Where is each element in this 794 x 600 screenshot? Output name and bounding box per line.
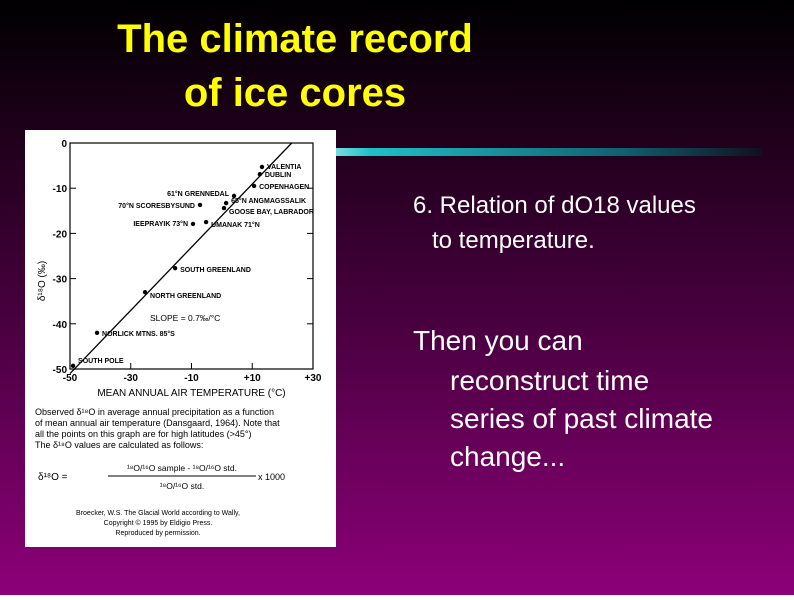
x-tick-label: -50 xyxy=(63,373,78,384)
bullet-text: Then you can xyxy=(413,325,583,356)
y-tick-label: -20 xyxy=(53,229,68,240)
point-label: IEEPRAYIK 73°N xyxy=(133,220,188,228)
y-tick-label: 0 xyxy=(61,139,67,150)
bullets: 6. Relation of dO18 values to temperature… xyxy=(413,192,713,472)
data-point xyxy=(94,330,100,336)
point-label: DUBLIN xyxy=(265,172,291,179)
point-label: COPENHAGEN xyxy=(259,184,309,191)
y-tick-label: -50 xyxy=(53,365,68,376)
data-point xyxy=(259,164,265,170)
bullet-text: to temperature. xyxy=(432,227,595,254)
data-point xyxy=(203,219,209,225)
formula-lhs: δ¹⁸O = xyxy=(38,472,68,483)
formula-numerator: ¹⁸O/¹⁶O sample - ¹⁸O/¹⁶O std. xyxy=(127,463,237,473)
slide-title: of ice cores xyxy=(184,71,406,115)
caption-line: all the points on this graph are for hig… xyxy=(35,429,251,439)
y-tick-label: -10 xyxy=(53,184,68,195)
figure-panel xyxy=(25,130,336,547)
point-label: SOUTH GREENLAND xyxy=(180,267,251,274)
data-point xyxy=(223,200,229,206)
formula-denominator: ¹⁸O/¹⁶O std. xyxy=(160,481,204,491)
x-tick-label: -10 xyxy=(184,373,199,384)
data-point xyxy=(190,221,196,227)
accent-bar xyxy=(300,148,762,156)
caption-line: of mean annual air temperature (Dansgaar… xyxy=(35,418,280,428)
x-tick-label: +30 xyxy=(305,373,322,384)
credit-line: Reproduced by permission. xyxy=(115,530,200,537)
slide-title: The climate record xyxy=(117,17,473,61)
data-point xyxy=(257,171,263,177)
caption-line: Observed δ¹⁸O in average annual precipit… xyxy=(35,407,274,417)
data-point xyxy=(221,205,227,211)
data-point xyxy=(251,183,257,189)
bullet-text: reconstruct time xyxy=(450,365,649,396)
point-label: 61°N GRENNEDAL xyxy=(167,190,230,198)
data-point xyxy=(142,289,148,295)
point-label: NORTH GREENLAND xyxy=(150,293,221,300)
point-label: VALENTIA xyxy=(267,164,301,171)
fit-line xyxy=(69,142,293,374)
bullet-text: change... xyxy=(450,441,565,472)
y-tick-label: -40 xyxy=(53,320,68,331)
point-label: UMANAK 71°N xyxy=(211,221,260,229)
formula-factor: x 1000 xyxy=(258,472,285,482)
x-axis-label: MEAN ANNUAL AIR TEMPERATURE (°C) xyxy=(97,388,285,399)
bullet-text: 6. Relation of dO18 values xyxy=(413,192,696,219)
data-point xyxy=(197,202,203,208)
credit-line: Broecker, W.S. The Glacial World accordi… xyxy=(76,510,240,517)
caption-line: The δ¹⁸O values are calculated as follow… xyxy=(35,440,203,450)
x-tick-label: +10 xyxy=(244,373,261,384)
y-axis-label: δ¹⁸O (‰) xyxy=(37,261,48,301)
slope-annotation: SLOPE = 0.7‰/°C xyxy=(150,313,220,323)
bullet-text: series of past climate xyxy=(450,403,713,434)
x-tick-label: -30 xyxy=(124,373,139,384)
data-point xyxy=(70,363,76,369)
point-label: 65°N ANGMAGSSALIK xyxy=(231,197,306,205)
point-label: GOOSE BAY, LABRADOR xyxy=(229,209,314,216)
credit-line: Copyright © 1995 by Eldigio Press. xyxy=(104,519,213,527)
data-point xyxy=(172,266,178,271)
data-point xyxy=(231,193,237,199)
figure: 0 -10 -20 -30 -40 -50-50 -30 -10 +10 +30 MEAN ANNU… xyxy=(35,139,322,537)
y-tick-label: -30 xyxy=(53,275,68,286)
point-label: NORLICK MTNS. 85°S xyxy=(102,330,175,338)
point-label: SOUTH POLE xyxy=(78,358,124,365)
point-label: 70°N SCORESBYSUND xyxy=(118,202,195,210)
